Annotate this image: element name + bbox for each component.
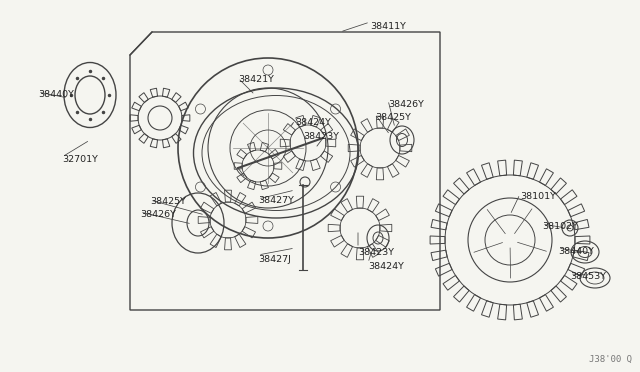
Text: 38423Y: 38423Y bbox=[303, 132, 339, 141]
Text: 38427Y: 38427Y bbox=[258, 196, 294, 205]
Text: 38426Y: 38426Y bbox=[140, 210, 176, 219]
Text: 32701Y: 32701Y bbox=[62, 155, 98, 164]
Text: J38'00 Q: J38'00 Q bbox=[589, 355, 632, 364]
Text: 38427J: 38427J bbox=[258, 255, 291, 264]
Text: 38440Y: 38440Y bbox=[558, 247, 594, 256]
Text: 38425Y: 38425Y bbox=[150, 197, 186, 206]
Text: 38423Y: 38423Y bbox=[358, 248, 394, 257]
Text: 38453Y: 38453Y bbox=[570, 272, 606, 281]
Text: 38425Y: 38425Y bbox=[375, 113, 411, 122]
Text: 38424Y: 38424Y bbox=[368, 262, 404, 271]
Text: 38424Y: 38424Y bbox=[295, 118, 331, 127]
Text: 38411Y: 38411Y bbox=[370, 22, 406, 31]
Text: 38426Y: 38426Y bbox=[388, 100, 424, 109]
Text: 38421Y: 38421Y bbox=[238, 75, 274, 84]
Text: 38101Y: 38101Y bbox=[520, 192, 556, 201]
Text: 38102Y: 38102Y bbox=[542, 222, 578, 231]
Text: 38440Y: 38440Y bbox=[38, 90, 74, 99]
